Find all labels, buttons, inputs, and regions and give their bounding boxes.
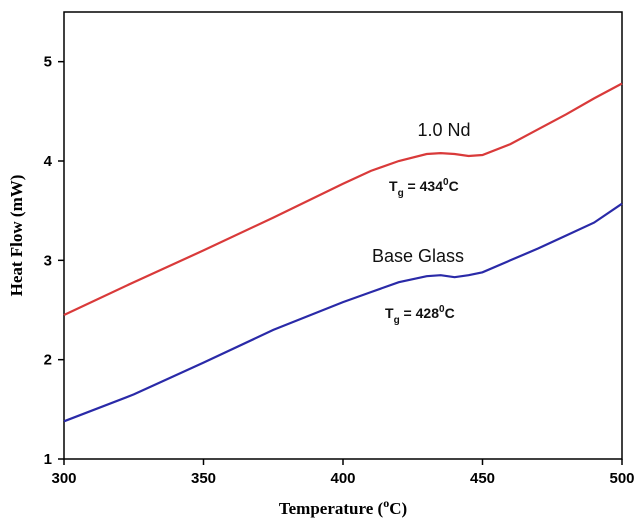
x-tick-label: 350 <box>191 470 216 487</box>
y-axis-title: Heat Flow (mW) <box>7 175 26 297</box>
x-axis-title: Temperature (oC) <box>279 496 407 518</box>
tg-sup: 0 <box>443 177 449 188</box>
tg-value: = 434 <box>404 178 444 194</box>
tg-annotation: Tg = 4280C <box>385 304 455 326</box>
data-line <box>63 202 623 423</box>
y-tick-label: 1 <box>44 451 52 468</box>
series-label: 1.0 Nd <box>417 120 470 140</box>
x-tick-label: 400 <box>330 470 355 487</box>
tg-sub: g <box>398 188 404 199</box>
y-tick-label: 4 <box>44 153 53 170</box>
tg-symbol: T <box>385 305 394 321</box>
x-tick-label: 300 <box>51 470 76 487</box>
tg-sup: 0 <box>439 304 445 315</box>
plot-frame <box>63 11 623 460</box>
data-line <box>63 82 623 316</box>
x-tick-label: 500 <box>609 470 634 487</box>
x-title-text: Temperature ( <box>279 499 384 518</box>
series-label: Base Glass <box>372 246 464 266</box>
y-tick-label: 5 <box>44 54 52 71</box>
tg-annotation: Tg = 4340C <box>389 177 459 199</box>
y-tick-label: 3 <box>44 252 52 269</box>
x-title-rest: C) <box>389 499 407 518</box>
tg-unit: C <box>445 305 455 321</box>
y-tick-label: 2 <box>44 352 52 369</box>
x-title-sup: o <box>383 496 389 510</box>
x-tick-label: 450 <box>470 470 495 487</box>
tg-unit: C <box>449 178 459 194</box>
tg-symbol: T <box>389 178 398 194</box>
tg-sub: g <box>394 315 400 326</box>
tg-value: = 428 <box>400 305 440 321</box>
